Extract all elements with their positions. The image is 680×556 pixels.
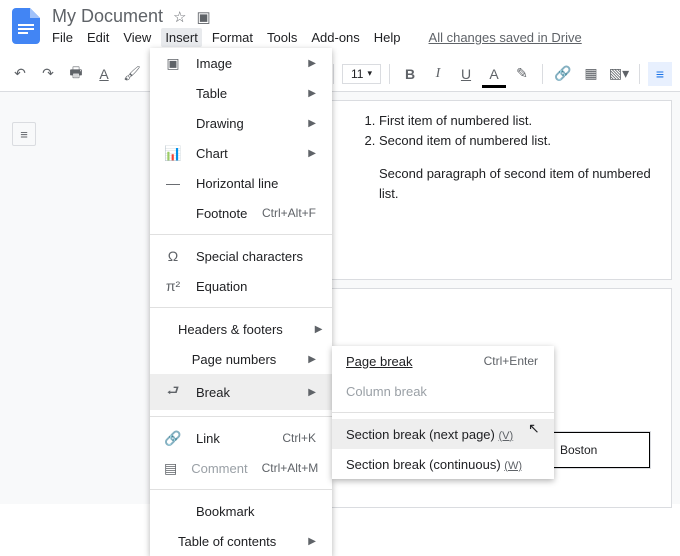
- menu-item-equation[interactable]: π²Equation: [150, 271, 332, 301]
- menu-edit[interactable]: Edit: [87, 30, 109, 45]
- star-icon[interactable]: ☆: [173, 8, 186, 26]
- menu-item-footnote[interactable]: FootnoteCtrl+Alt+F: [150, 198, 332, 228]
- menu-view[interactable]: View: [123, 30, 151, 45]
- list-item: First item of numbered list.: [379, 111, 651, 131]
- submenu-column-break: Column break: [332, 376, 554, 406]
- submenu-section-break-cont[interactable]: Section break (continuous) (W): [332, 449, 554, 479]
- menu-item-chart[interactable]: 📊Chart▶: [150, 138, 332, 168]
- menu-item-comment: ▤CommentCtrl+Alt+M: [150, 453, 332, 483]
- menu-item-link[interactable]: 🔗LinkCtrl+K: [150, 423, 332, 453]
- break-submenu: Page breakCtrl+Enter Column break Sectio…: [332, 346, 554, 479]
- document-title[interactable]: My Document: [52, 6, 163, 27]
- chart-icon: 📊: [164, 145, 182, 162]
- spellcheck-icon[interactable]: A: [92, 62, 116, 86]
- add-comment-icon[interactable]: ▦: [579, 62, 603, 86]
- menu-file[interactable]: File: [52, 30, 73, 45]
- page-1[interactable]: First item of numbered list. Second item…: [328, 100, 672, 280]
- menu-item-image[interactable]: ▣Image▶: [150, 48, 332, 78]
- menu-help[interactable]: Help: [374, 30, 401, 45]
- equation-icon: π²: [164, 278, 182, 294]
- submenu-section-break-next[interactable]: Section break (next page) (V): [332, 419, 554, 449]
- print-icon[interactable]: 🖶: [64, 62, 88, 86]
- text-color-button[interactable]: A: [482, 62, 506, 86]
- link-icon: 🔗: [164, 430, 182, 447]
- app-header: My Document ☆ ▣ File Edit View Insert Fo…: [0, 0, 680, 56]
- insert-menu: ▣Image▶ Table▶ Drawing▶ 📊Chart▶ —Horizon…: [150, 48, 332, 556]
- menu-format[interactable]: Format: [212, 30, 253, 45]
- image-icon: ▣: [164, 55, 182, 72]
- underline-button[interactable]: U: [454, 62, 478, 86]
- list-item: Second item of numbered list.: [379, 131, 651, 151]
- paragraph: Second paragraph of second item of numbe…: [379, 164, 651, 203]
- outline-icon[interactable]: ≡: [12, 122, 36, 146]
- submenu-page-break[interactable]: Page breakCtrl+Enter: [332, 346, 554, 376]
- save-status[interactable]: All changes saved in Drive: [429, 30, 582, 45]
- break-icon: ⮐: [164, 380, 182, 404]
- menu-insert[interactable]: Insert: [161, 28, 202, 47]
- menu-item-hrule[interactable]: —Horizontal line: [150, 168, 332, 198]
- menu-tools[interactable]: Tools: [267, 30, 297, 45]
- italic-button[interactable]: I: [426, 62, 450, 86]
- menu-item-table[interactable]: Table▶: [150, 78, 332, 108]
- move-folder-icon[interactable]: ▣: [197, 8, 211, 26]
- highlight-icon[interactable]: ✎: [510, 62, 534, 86]
- comment-icon: ▤: [164, 460, 177, 477]
- redo-icon[interactable]: ↷: [36, 62, 60, 86]
- cursor-icon: ↖: [528, 420, 540, 437]
- menu-item-drawing[interactable]: Drawing▶: [150, 108, 332, 138]
- menubar: File Edit View Insert Format Tools Add-o…: [52, 30, 672, 45]
- menu-item-headers[interactable]: Headers & footers▶: [150, 314, 332, 344]
- docs-logo-icon[interactable]: [8, 8, 44, 44]
- menu-item-toc[interactable]: Table of contents▶: [150, 526, 332, 556]
- menu-item-special[interactable]: ΩSpecial characters: [150, 241, 332, 271]
- paint-format-icon[interactable]: 🖌: [120, 62, 144, 86]
- menu-addons[interactable]: Add-ons: [311, 30, 359, 45]
- special-chars-icon: Ω: [164, 248, 182, 264]
- toolbar: ↶ ↷ 🖶 A 🖌 11▾ B I U A ✎ 🔗 ▦ ▧▾ ≡: [0, 56, 680, 92]
- insert-link-icon[interactable]: 🔗: [551, 62, 575, 86]
- undo-icon[interactable]: ↶: [8, 62, 32, 86]
- font-size-input[interactable]: 11▾: [342, 64, 381, 84]
- menu-item-bookmark[interactable]: Bookmark: [150, 496, 332, 526]
- align-button[interactable]: ≡: [648, 62, 672, 86]
- table-cell[interactable]: Boston: [545, 433, 649, 468]
- insert-image-icon[interactable]: ▧▾: [607, 62, 631, 86]
- menu-item-break[interactable]: ⮐Break▶: [150, 374, 332, 410]
- bold-button[interactable]: B: [398, 62, 422, 86]
- menu-item-pagenum[interactable]: Page numbers▶: [150, 344, 332, 374]
- hrule-icon: —: [164, 175, 182, 191]
